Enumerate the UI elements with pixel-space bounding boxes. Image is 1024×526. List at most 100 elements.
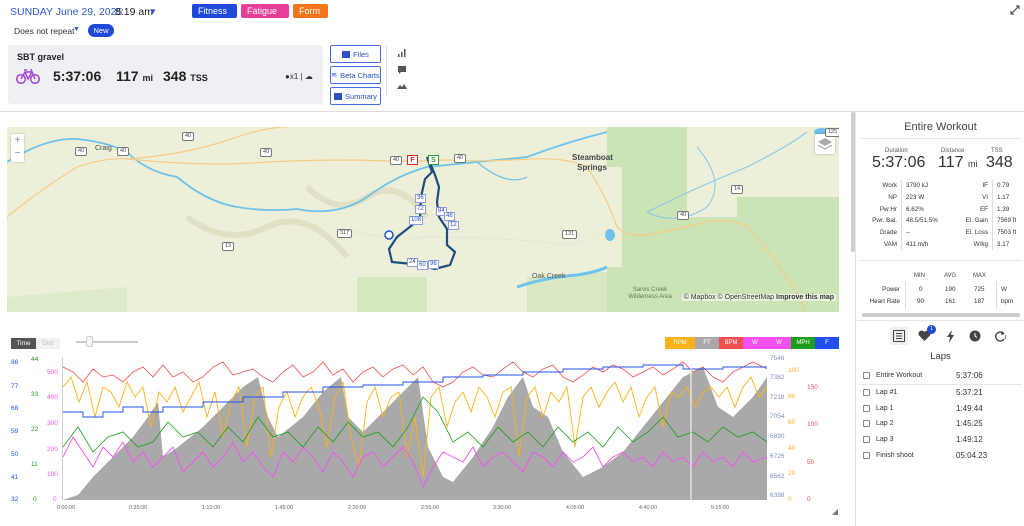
equipment-icon: ● bbox=[285, 72, 290, 81]
lap-name: Lap 2 bbox=[876, 420, 894, 427]
place-sarvis-creek: Sarvis Creek Wilderness Area bbox=[628, 287, 672, 300]
fitness-badge: Fitness 131 bbox=[192, 4, 237, 30]
duration-label: Duration bbox=[885, 148, 908, 154]
summary-button[interactable]: Summary bbox=[330, 87, 381, 105]
bar-chart-icon[interactable] bbox=[397, 48, 407, 57]
beta-charts-button[interactable]: ≋ Beta Charts bbox=[330, 66, 381, 84]
clock-icon bbox=[969, 330, 981, 342]
lap-name: Lap 3 bbox=[876, 436, 894, 443]
lap-row[interactable]: Lap #1 5:37:21 bbox=[862, 387, 1022, 401]
lap-row[interactable]: Lap 1 1:49:44 bbox=[862, 403, 1022, 417]
layers-button[interactable] bbox=[815, 134, 835, 154]
mile-marker: 48 bbox=[444, 212, 455, 221]
zoom-out-button[interactable]: − bbox=[14, 148, 21, 159]
legend-w-2[interactable]: W bbox=[767, 337, 791, 349]
highway-shield: 131 bbox=[562, 230, 578, 239]
highway-shield: 40 bbox=[75, 147, 88, 156]
mile-marker: 60 bbox=[417, 261, 428, 270]
slider-thumb[interactable] bbox=[86, 336, 93, 347]
workout-time[interactable]: 8:19 am bbox=[115, 6, 153, 18]
lap-name: Lap #1 bbox=[876, 389, 898, 396]
layers-icon bbox=[817, 138, 833, 150]
legend-bpm[interactable]: BPM bbox=[719, 337, 743, 349]
chevron-down-icon[interactable]: ▼ bbox=[73, 26, 80, 33]
start-flag[interactable]: S bbox=[428, 155, 439, 165]
heart-icon bbox=[917, 330, 931, 341]
lap-checkbox[interactable] bbox=[863, 372, 870, 379]
form-badge: Form 15 bbox=[293, 4, 328, 30]
comment-icon[interactable] bbox=[397, 65, 407, 74]
heart-rate-tab[interactable] bbox=[915, 327, 933, 345]
notification-badge: 1 bbox=[927, 325, 936, 334]
main-scrollbar[interactable] bbox=[851, 112, 855, 252]
refresh-icon bbox=[994, 330, 1006, 342]
divider bbox=[860, 384, 1022, 385]
tss-label: TSS bbox=[991, 148, 1003, 154]
panel-scrollbar[interactable] bbox=[862, 313, 1020, 317]
list-icon bbox=[893, 330, 905, 342]
smoothing-slider[interactable] bbox=[76, 341, 138, 343]
chevron-down-icon[interactable]: ▼ bbox=[149, 7, 157, 16]
distance-label: Distance bbox=[941, 148, 965, 154]
resize-grip-icon[interactable] bbox=[832, 509, 838, 515]
mile-marker: 12 bbox=[448, 221, 459, 230]
lap-row[interactable]: Finish shoot 05:04.23 bbox=[862, 450, 1022, 464]
legend-ft[interactable]: FT bbox=[695, 337, 719, 349]
highway-shield: 13 bbox=[222, 242, 235, 251]
files-icon bbox=[342, 50, 351, 58]
lap-checkbox[interactable] bbox=[863, 405, 870, 412]
dist-toggle[interactable]: Dist bbox=[36, 338, 60, 349]
lap-row[interactable]: Entire Workout 5:37:06 bbox=[862, 370, 1022, 384]
lap-row[interactable]: Lap 2 1:45:25 bbox=[862, 418, 1022, 432]
workout-title[interactable]: SBT gravel bbox=[17, 52, 65, 62]
elevation-icon[interactable] bbox=[397, 81, 407, 90]
zoom-in-button[interactable]: + bbox=[14, 135, 21, 146]
lap-time: 1:49:44 bbox=[956, 404, 983, 413]
zoom-controls[interactable]: + − bbox=[11, 134, 24, 162]
lap-checkbox[interactable] bbox=[863, 389, 870, 396]
legend-w[interactable]: W bbox=[743, 337, 767, 349]
card-meta: ●x1 | ☁ bbox=[285, 72, 313, 81]
highway-shield: 14 bbox=[731, 185, 744, 194]
legend-rpm[interactable]: RPM bbox=[665, 337, 695, 349]
highway-shield: 317 bbox=[337, 229, 353, 238]
highway-shield: 125 bbox=[825, 128, 839, 137]
legend-mph[interactable]: MPH bbox=[791, 337, 815, 349]
lap-row[interactable]: Lap 3 1:49:12 bbox=[862, 434, 1022, 448]
power-tab[interactable] bbox=[941, 327, 959, 345]
workout-date[interactable]: SUNDAY June 29, 2025 bbox=[10, 6, 123, 18]
route-map[interactable]: + − Craig Steamboat Springs Oak Creek Sa… bbox=[7, 127, 839, 312]
lap-checkbox[interactable] bbox=[863, 420, 870, 427]
tss-value: 348 bbox=[163, 68, 187, 84]
equipment-count: x1 bbox=[289, 72, 299, 81]
lap-checkbox[interactable] bbox=[863, 436, 870, 443]
mile-marker: 84 bbox=[436, 207, 447, 216]
improve-map-link[interactable]: Improve this map bbox=[776, 294, 834, 301]
workout-chart[interactable] bbox=[62, 357, 768, 500]
legend-f[interactable]: F bbox=[815, 337, 839, 349]
summary-title: Entire Workout bbox=[904, 121, 977, 133]
time-tab[interactable] bbox=[966, 327, 984, 345]
lap-time: 5:37:21 bbox=[956, 388, 983, 397]
new-button[interactable]: New bbox=[88, 24, 114, 37]
repeat-select[interactable]: Does not repeat bbox=[14, 26, 75, 36]
expand-icon[interactable] bbox=[1010, 5, 1020, 15]
panel-divider bbox=[855, 112, 856, 526]
highway-shield: 40 bbox=[390, 156, 403, 165]
map-attribution: © Mapbox © OpenStreetMap Improve this ma… bbox=[681, 294, 836, 301]
refresh-tab[interactable] bbox=[991, 327, 1009, 345]
files-button[interactable]: Files bbox=[330, 45, 381, 63]
map-canvas bbox=[7, 127, 839, 312]
mile-marker: 72 bbox=[415, 205, 426, 214]
summary-tss: 348 bbox=[986, 154, 1013, 171]
summary-distance-unit: mi bbox=[967, 159, 978, 169]
finish-flag[interactable]: F bbox=[407, 155, 418, 165]
summary-duration: 5:37:06 bbox=[872, 154, 926, 171]
laps-tab[interactable] bbox=[890, 327, 908, 345]
lap-time: 1:45:25 bbox=[956, 419, 983, 428]
lap-checkbox[interactable] bbox=[863, 452, 870, 459]
lap-time: 5:37:06 bbox=[956, 371, 983, 380]
time-toggle[interactable]: Time bbox=[11, 338, 36, 349]
section-divider bbox=[0, 111, 1024, 112]
comment-icon[interactable]: ☁ bbox=[304, 72, 313, 81]
